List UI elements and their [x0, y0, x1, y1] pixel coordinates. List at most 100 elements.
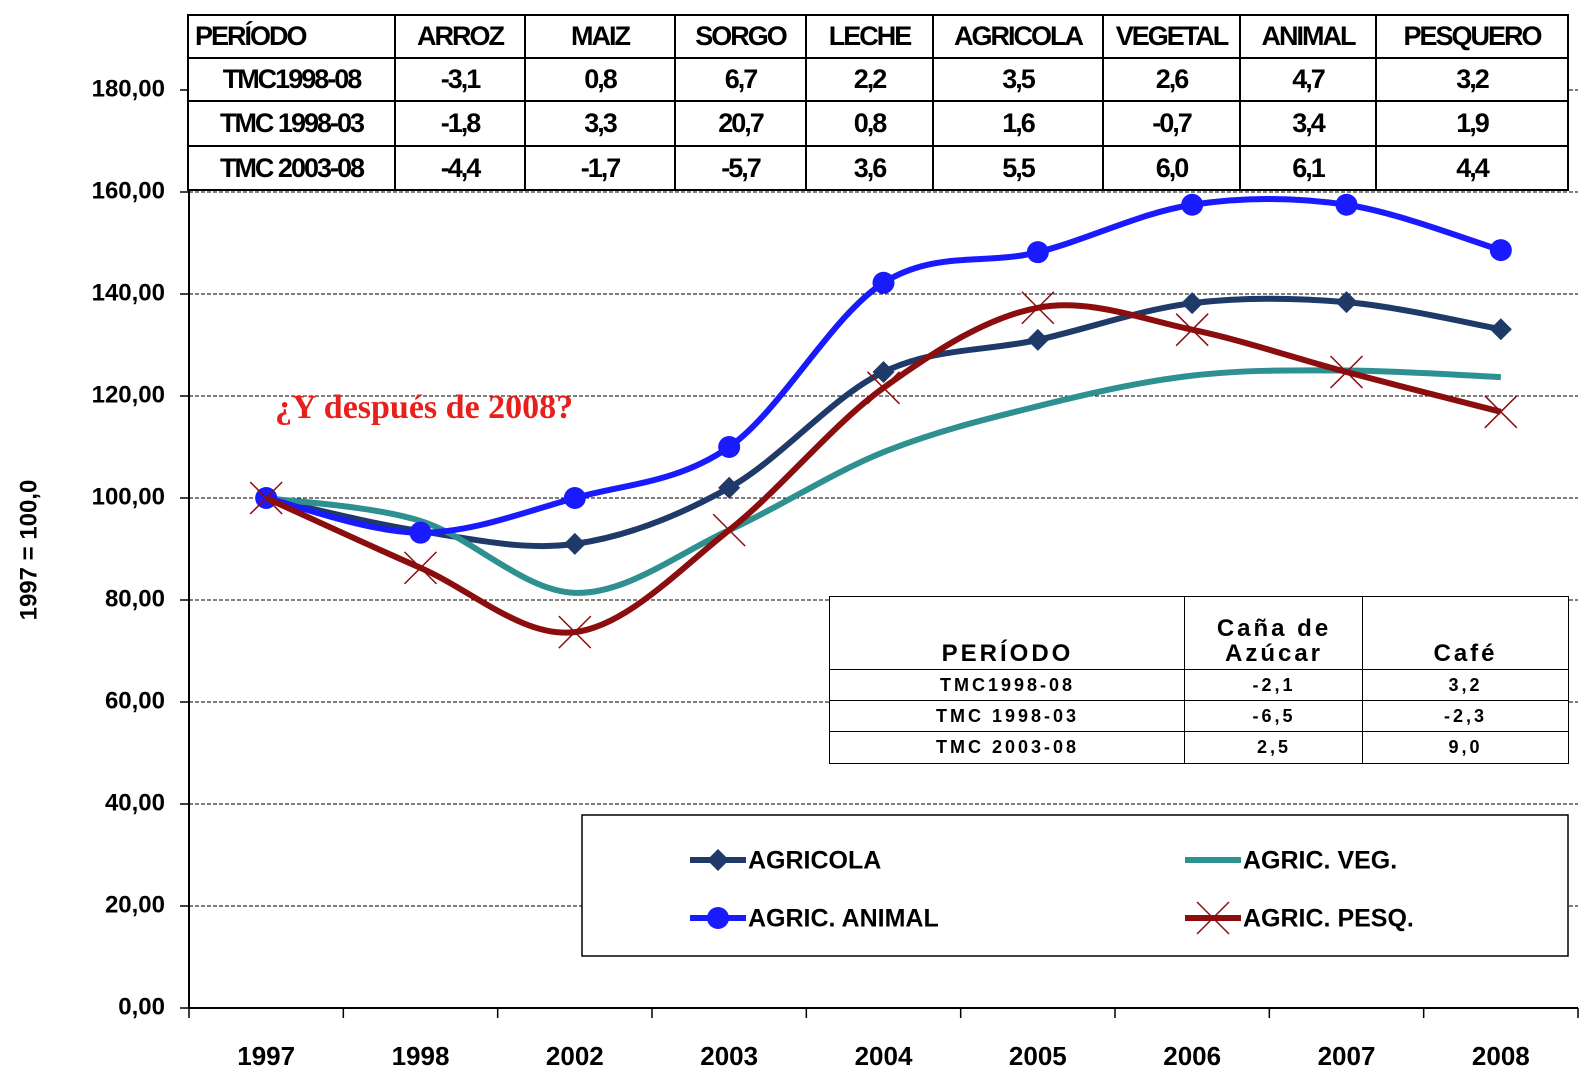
table-cell: 4,7 — [1239, 57, 1377, 102]
marker — [1196, 901, 1230, 935]
marker — [718, 436, 741, 458]
table-cell: 3,2 — [1375, 57, 1569, 102]
marker — [249, 481, 283, 515]
table-cell: -3,1 — [394, 57, 526, 102]
x-tick-label: 2002 — [546, 1041, 604, 1071]
table-header: MAIZ — [524, 14, 676, 59]
table-cell: 5,5 — [932, 145, 1104, 191]
y-tick-label: 160,00 — [92, 177, 165, 204]
marker — [872, 271, 895, 294]
y-tick-label: 0,00 — [118, 993, 165, 1020]
table-header: LECHE — [805, 14, 934, 59]
y-tick-label: 140,00 — [92, 279, 165, 306]
table-cell: -0,7 — [1102, 100, 1241, 147]
table-header: Caña de Azúcar — [1184, 596, 1364, 671]
table-cell: 0,8 — [805, 100, 934, 147]
table-cell: -1,7 — [524, 145, 676, 191]
y-tick-label: 120,00 — [92, 381, 165, 408]
x-tick-label: 2003 — [700, 1041, 758, 1071]
y-axis-label: 1997 = 100,0 — [15, 480, 42, 621]
series-line — [265, 367, 1501, 596]
marker — [1181, 292, 1204, 315]
marker — [1489, 239, 1512, 262]
table-cell: -2,3 — [1362, 700, 1569, 733]
marker — [866, 371, 901, 405]
annotation: ¿Y después de 2008? — [275, 389, 573, 426]
y-tick-label: 20,00 — [105, 891, 165, 918]
table-cell: 1,9 — [1375, 100, 1569, 147]
legend-box — [581, 814, 1569, 957]
table-cell: 0,8 — [524, 57, 676, 102]
marker — [1335, 193, 1358, 216]
table-cell: TMC1998-08 — [829, 669, 1186, 702]
table-cell: -1,8 — [394, 100, 526, 147]
legend-label: AGRIC. VEG. — [1243, 847, 1397, 875]
table-header: PESQUERO — [1375, 14, 1569, 59]
table-cell: 3,2 — [1362, 669, 1569, 702]
table-header: Café — [1362, 596, 1569, 671]
marker — [563, 487, 586, 509]
table-header: ANIMAL — [1239, 14, 1377, 59]
x-tick-label: 2006 — [1163, 1041, 1221, 1071]
table-cell: 20,7 — [674, 100, 807, 147]
x-tick-label: 2008 — [1472, 1041, 1530, 1071]
table-cell: -6,5 — [1184, 700, 1364, 733]
marker — [1335, 291, 1358, 314]
table-header: SORGO — [674, 14, 807, 59]
table-cell: TMC 2003-08 — [187, 145, 396, 191]
series-line — [264, 302, 1502, 636]
table-cell: 9,0 — [1362, 731, 1569, 764]
table-cell: 3,4 — [1239, 100, 1377, 147]
marker — [1026, 241, 1049, 264]
marker — [718, 476, 741, 499]
table-header: VEGETAL — [1102, 14, 1241, 59]
marker — [1175, 313, 1209, 347]
table-cell: -4,4 — [394, 145, 526, 191]
marker — [1484, 395, 1518, 429]
table-cell: 3,5 — [932, 57, 1104, 102]
x-tick-label: 1998 — [392, 1041, 450, 1071]
table-cell: 2,2 — [805, 57, 934, 102]
legend-label: AGRIC. ANIMAL — [748, 905, 939, 933]
y-tick-label: 80,00 — [105, 585, 165, 612]
legend-label: AGRIC. PESQ. — [1243, 905, 1414, 933]
marker — [707, 849, 729, 871]
marker — [712, 513, 746, 547]
marker — [1181, 193, 1204, 216]
table-cell: TMC 1998-03 — [829, 700, 1186, 733]
marker — [1021, 291, 1055, 325]
table-cell: 6,0 — [1102, 145, 1241, 191]
table-header: PERÍODO — [829, 596, 1186, 671]
marker — [1026, 328, 1049, 351]
table-cell: -5,7 — [674, 145, 807, 191]
table-cell: 1,6 — [932, 100, 1104, 147]
table-cell: TMC 2003-08 — [829, 731, 1186, 764]
x-tick-label: 2007 — [1318, 1041, 1376, 1071]
table-cell: 6,7 — [674, 57, 807, 102]
table-cell: 6,1 — [1239, 145, 1377, 191]
y-tick-label: 40,00 — [105, 789, 165, 816]
marker — [1329, 355, 1364, 389]
y-tick-label: 180,00 — [92, 75, 165, 102]
table-cell: -2,1 — [1184, 669, 1364, 702]
table-header: AGRICOLA — [932, 14, 1104, 59]
marker — [403, 551, 438, 585]
table-header: PERÍODO — [187, 14, 396, 59]
y-tick-label: 100,00 — [92, 483, 165, 510]
table-cell: 2,5 — [1184, 731, 1364, 764]
table-cell: 3,3 — [524, 100, 676, 147]
marker — [1489, 318, 1512, 341]
table-cell: TMC 1998-03 — [187, 100, 396, 147]
marker — [872, 361, 895, 384]
y-tick-label: 60,00 — [105, 687, 165, 714]
table-cell: TMC1998-08 — [187, 57, 396, 102]
marker — [558, 615, 592, 649]
marker — [409, 521, 432, 544]
table-header: ARROZ — [394, 14, 526, 59]
table-cell: 3,6 — [805, 145, 934, 191]
x-tick-label: 2005 — [1009, 1041, 1067, 1071]
marker — [563, 532, 586, 555]
x-tick-label: 2004 — [855, 1041, 913, 1071]
